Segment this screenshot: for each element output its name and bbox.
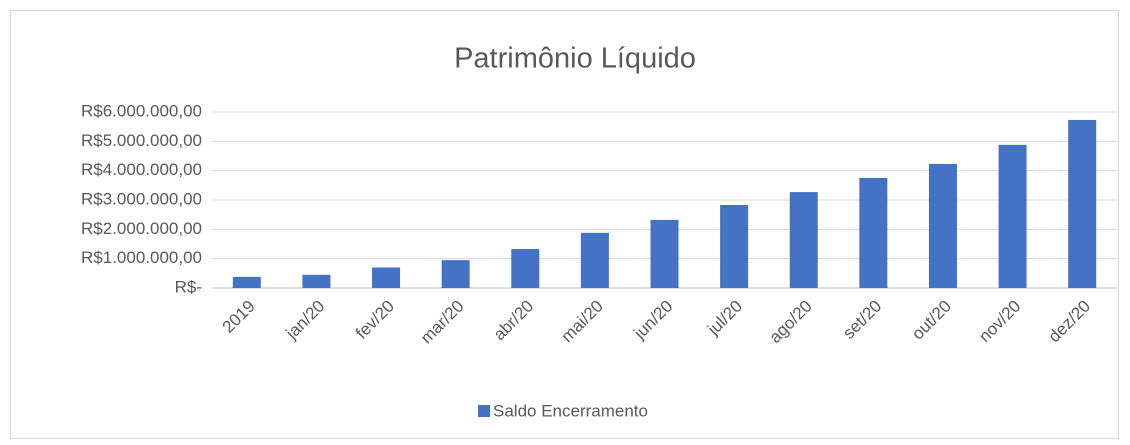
legend-swatch xyxy=(478,405,490,417)
y-tick-label: R$5.000.000,00 xyxy=(81,131,202,150)
y-tick-label: R$1.000.000,00 xyxy=(81,248,202,267)
bar xyxy=(372,267,401,288)
y-tick-label: R$- xyxy=(175,277,202,296)
bar xyxy=(232,276,261,288)
bar xyxy=(998,144,1027,288)
bar xyxy=(720,204,749,288)
bar xyxy=(511,248,540,288)
bar xyxy=(441,260,470,288)
bar xyxy=(302,274,331,288)
y-tick-label: R$4.000.000,00 xyxy=(81,160,202,179)
bar xyxy=(928,163,957,288)
bar xyxy=(859,178,888,288)
bar xyxy=(650,219,679,288)
y-tick-label: R$3.000.000,00 xyxy=(81,189,202,208)
bar xyxy=(1068,119,1097,288)
chart-title: Patrimônio Líquido xyxy=(454,43,696,75)
bar xyxy=(580,232,609,288)
bar xyxy=(789,192,818,288)
y-tick-label: R$6.000.000,00 xyxy=(81,101,202,120)
y-tick-label: R$2.000.000,00 xyxy=(81,219,202,238)
legend-label: Saldo Encerramento xyxy=(493,401,648,420)
